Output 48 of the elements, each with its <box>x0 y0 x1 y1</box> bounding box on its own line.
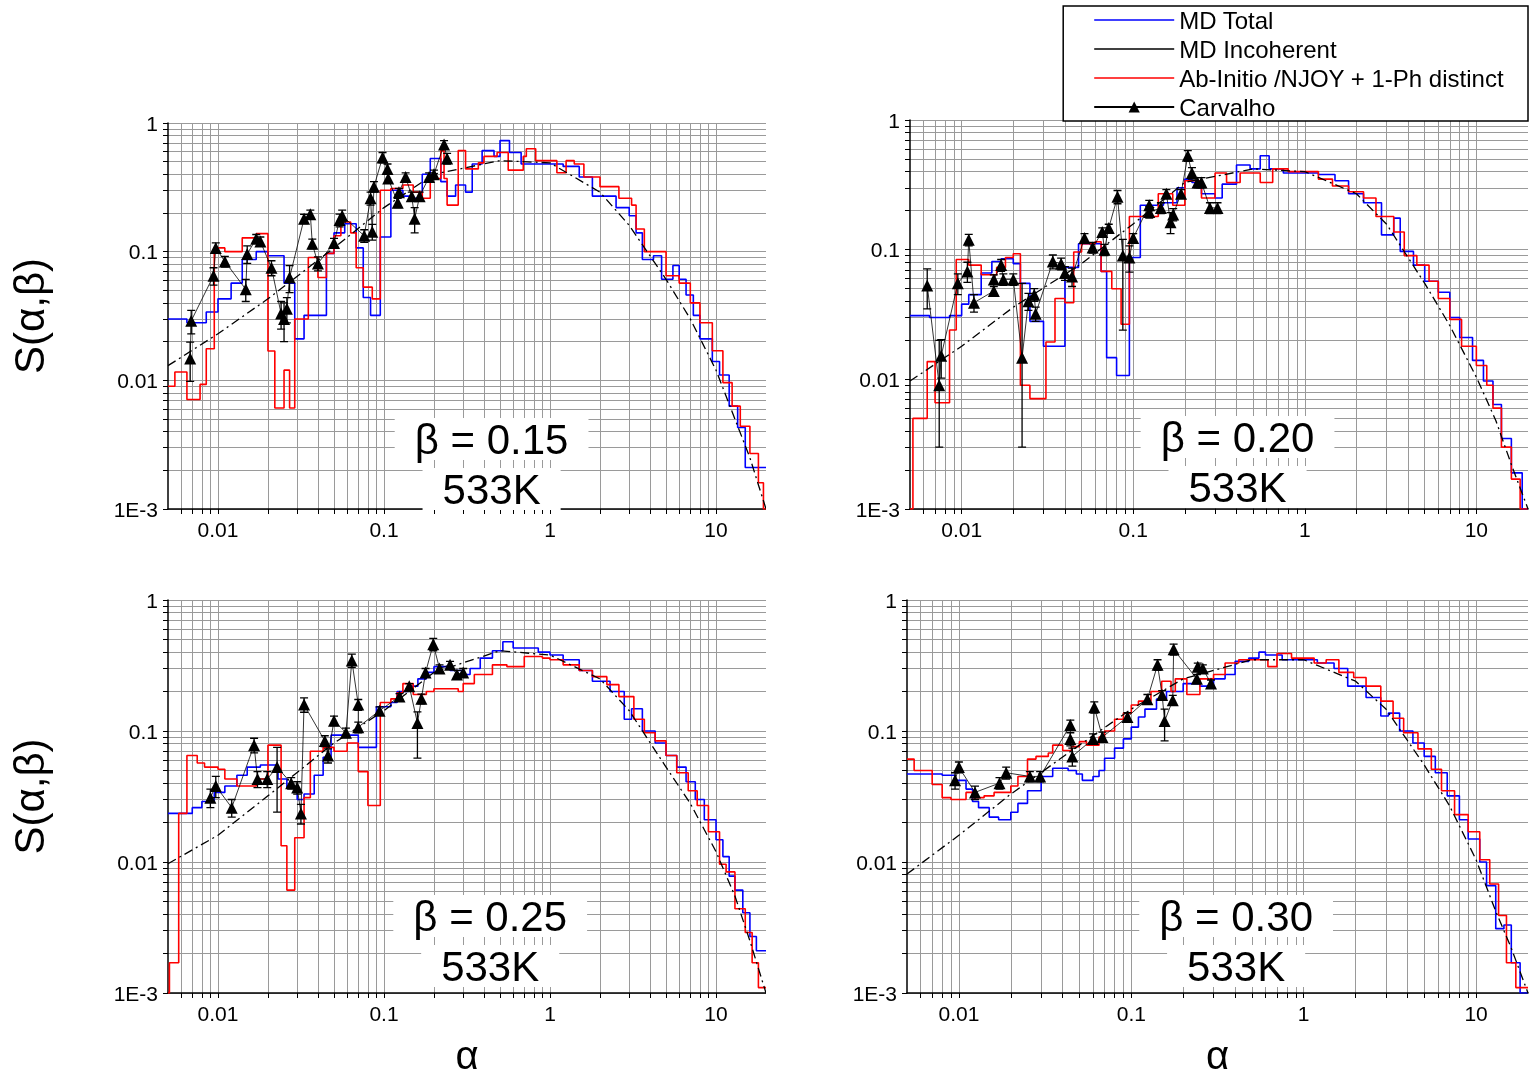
legend-label: Ab-Initio /NJOY + 1-Ph distinct <box>1179 64 1504 92</box>
legend-label: MD Total <box>1179 6 1274 34</box>
y-tick-label: 1E-3 <box>855 497 900 521</box>
x-tick-label: 0.1 <box>369 1002 399 1025</box>
y-tick-label: 0.01 <box>859 367 900 391</box>
x-tick-label: 10 <box>1464 1002 1488 1025</box>
x-tick-label: 1 <box>544 1002 556 1025</box>
x-tick-label: 1 <box>1297 1002 1310 1025</box>
x-tick-label: 0.1 <box>1116 1002 1146 1025</box>
annotation: β = 0.15 <box>414 415 569 463</box>
x-tick-label: 0.1 <box>1118 518 1148 541</box>
x-tick-label: 10 <box>1464 518 1489 541</box>
y-tick-label: 0.1 <box>128 719 158 743</box>
y-tick-label: 0.1 <box>870 238 900 262</box>
x-tick-label: 1 <box>1298 518 1311 541</box>
y-axis-title: S(α,β) <box>5 257 53 375</box>
y-tick-label: 1 <box>885 588 897 612</box>
x-axis-title: α <box>1205 1033 1230 1077</box>
y-tick-label: 0.1 <box>128 240 158 264</box>
y-tick-label: 0.01 <box>117 368 158 392</box>
x-tick-label: 1 <box>544 518 556 541</box>
y-tick-label: 1 <box>146 588 158 612</box>
y-tick-label: 0.1 <box>867 719 897 743</box>
y-tick-label: 1E-3 <box>113 981 158 1005</box>
y-axis-title: S(α,β) <box>5 738 53 855</box>
y-tick-label: 1 <box>888 108 900 132</box>
y-tick-label: 0.01 <box>117 850 158 874</box>
annotation: β = 0.20 <box>1160 413 1315 461</box>
legend-label: MD Incoherent <box>1179 35 1337 63</box>
x-tick-label: 0.01 <box>197 518 239 541</box>
x-tick-label: 10 <box>704 518 728 541</box>
annotation: 533K <box>1187 942 1286 990</box>
x-tick-label: 0.01 <box>197 1002 239 1025</box>
annotation: 533K <box>441 942 540 990</box>
y-tick-label: 1E-3 <box>113 497 158 521</box>
legend-label: Carvalho <box>1179 93 1276 121</box>
y-tick-label: 1 <box>146 111 158 135</box>
annotation: β = 0.25 <box>413 892 568 940</box>
annotation: 533K <box>1188 463 1287 511</box>
y-tick-label: 1E-3 <box>852 981 897 1005</box>
x-tick-label: 0.01 <box>938 1002 980 1025</box>
x-tick-label: 0.01 <box>941 518 983 541</box>
x-tick-label: 0.1 <box>369 518 399 541</box>
y-tick-label: 0.01 <box>856 850 897 874</box>
x-axis-title: α <box>455 1033 479 1077</box>
annotation: β = 0.30 <box>1159 892 1314 940</box>
annotation: 533K <box>442 465 541 513</box>
x-tick-label: 10 <box>704 1002 728 1025</box>
